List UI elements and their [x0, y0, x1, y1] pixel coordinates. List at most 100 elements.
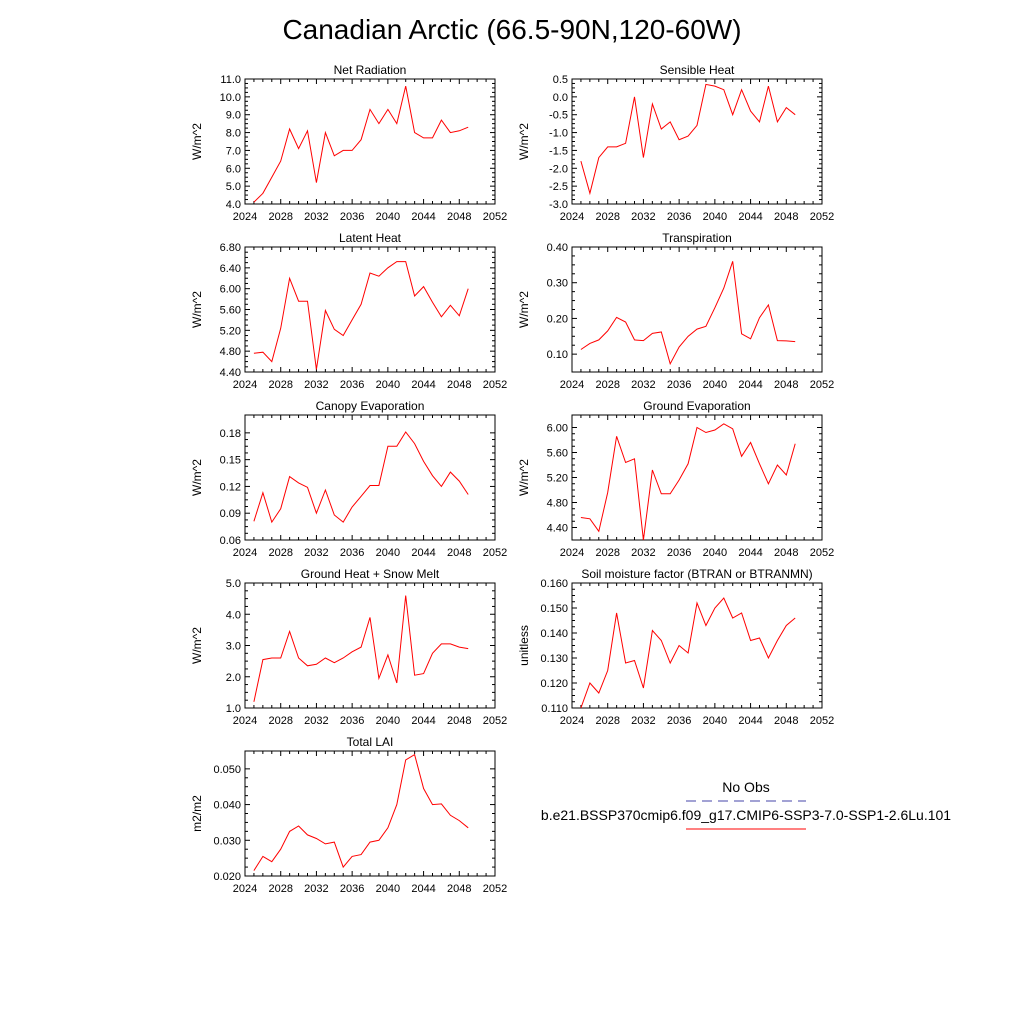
x-tick-label: 2028	[268, 883, 292, 895]
y-tick-label: 0.30	[547, 278, 568, 290]
x-tick-label: 2044	[411, 715, 435, 727]
chart-net-radiation: Net Radiation W/m^2 2024 2028 2032 2036 2040 20…	[190, 63, 507, 223]
plot-frame	[571, 246, 823, 373]
y-tick-label: -2.5	[549, 181, 568, 193]
x-tick-label: 2044	[411, 379, 435, 391]
y-tick-label: -3.0	[549, 199, 568, 211]
y-axis-label: unitless	[517, 625, 531, 666]
y-tick-label: -2.0	[549, 163, 568, 175]
chart-canopy-evaporation: Canopy Evaporation W/m^2 2024 2028 2032 2036 2…	[190, 399, 507, 559]
series-line-0	[253, 753, 469, 871]
series-line-0	[253, 431, 469, 524]
x-tick-label: 2040	[703, 547, 727, 559]
y-axis-label: W/m^2	[190, 627, 204, 664]
y-tick-label: 5.0	[226, 578, 241, 590]
x-tick-label: 2036	[340, 715, 364, 727]
y-tick-label: 5.0	[226, 181, 241, 193]
x-tick-label: 2036	[667, 547, 691, 559]
y-tick-label: 11.0	[220, 74, 241, 86]
x-tick-label: 2028	[268, 715, 292, 727]
chart-latent-heat: Latent Heat W/m^2 2024 2028 2032 2036 2040 2044…	[190, 231, 507, 391]
y-tick-label: 0.160	[540, 578, 568, 590]
y-tick-label: 0.10	[547, 349, 568, 361]
x-tick-label: 2048	[447, 211, 471, 223]
y-tick-label: 5.20	[547, 473, 568, 485]
x-tick-label: 2032	[304, 715, 328, 727]
series-line-0	[580, 83, 796, 196]
plot-frame	[571, 414, 823, 541]
x-tick-label: 2032	[304, 211, 328, 223]
chart-ground-evaporation: Ground Evaporation W/m^2 2024 2028 2032 2036 2…	[517, 399, 834, 559]
series-line-0	[580, 423, 796, 541]
y-tick-label: 0.06	[220, 535, 241, 547]
x-tick-label: 2044	[738, 715, 762, 727]
y-axis-label: W/m^2	[517, 123, 531, 160]
series-line-0	[580, 261, 796, 366]
y-tick-label: 0.140	[540, 628, 568, 640]
x-tick-label: 2048	[774, 379, 798, 391]
chart-title: Total LAI	[347, 735, 394, 749]
y-axis-label: W/m^2	[517, 291, 531, 328]
x-tick-label: 2032	[304, 547, 328, 559]
x-tick-label: 2040	[703, 379, 727, 391]
y-axis-label: W/m^2	[190, 123, 204, 160]
y-tick-label: 0.18	[220, 428, 241, 440]
x-tick-label: 2048	[774, 211, 798, 223]
x-tick-label: 2024	[233, 715, 257, 727]
y-tick-label: 4.80	[547, 498, 568, 510]
y-tick-label: 4.0	[226, 609, 241, 621]
y-tick-label: 2.0	[226, 672, 241, 684]
x-tick-label: 2048	[447, 379, 471, 391]
x-tick-label: 2040	[376, 211, 400, 223]
x-tick-label: 2028	[595, 211, 619, 223]
plot-frame	[244, 582, 496, 709]
series-line-0	[253, 261, 469, 370]
y-tick-label: 0.020	[213, 871, 241, 883]
y-tick-label: -1.0	[549, 128, 568, 140]
chart-total-lai: Total LAI m2/m2 2024 2028 2032 2036 2040 2044 20…	[190, 735, 507, 895]
series-line-0	[253, 85, 469, 203]
y-tick-label: 0.050	[213, 764, 241, 776]
y-tick-label: 4.0	[226, 199, 241, 211]
x-tick-label: 2040	[703, 211, 727, 223]
x-tick-label: 2036	[667, 211, 691, 223]
x-tick-label: 2024	[233, 547, 257, 559]
x-tick-label: 2048	[447, 547, 471, 559]
y-tick-label: 0.150	[540, 603, 568, 615]
x-tick-label: 2052	[483, 715, 507, 727]
x-tick-label: 2024	[233, 211, 257, 223]
chart-title: Transpiration	[662, 231, 732, 245]
x-tick-label: 2036	[340, 379, 364, 391]
y-tick-label: 0.15	[220, 455, 241, 467]
x-tick-label: 2032	[631, 715, 655, 727]
y-tick-label: 1.0	[226, 703, 241, 715]
y-tick-label: 6.80	[220, 242, 241, 254]
x-tick-label: 2040	[703, 715, 727, 727]
y-tick-label: 7.0	[226, 145, 241, 157]
plot-frame	[244, 246, 496, 373]
x-tick-label: 2024	[560, 715, 584, 727]
y-tick-label: 5.60	[547, 448, 568, 460]
x-tick-label: 2052	[810, 379, 834, 391]
y-tick-label: 0.130	[540, 653, 568, 665]
chart-title: Sensible Heat	[660, 63, 735, 77]
plot-frame	[244, 750, 496, 877]
series-line-0	[580, 597, 796, 709]
x-tick-label: 2036	[667, 715, 691, 727]
y-tick-label: 0.12	[220, 481, 241, 493]
plot-frame	[571, 78, 823, 205]
chart-transpiration: Transpiration W/m^2 2024 2028 2032 2036 2040 20…	[517, 231, 834, 391]
x-tick-label: 2044	[411, 547, 435, 559]
y-tick-label: 5.60	[220, 305, 241, 317]
x-tick-label: 2024	[560, 547, 584, 559]
chart-sensible-heat: Sensible Heat W/m^2 2024 2028 2032 2036 2040 20…	[517, 63, 834, 223]
y-tick-label: 8.0	[226, 128, 241, 140]
chart-title: Ground Heat + Snow Melt	[301, 567, 440, 581]
x-tick-label: 2052	[810, 211, 834, 223]
x-tick-label: 2044	[411, 211, 435, 223]
y-tick-label: 0.120	[540, 678, 568, 690]
y-tick-label: 3.0	[226, 641, 241, 653]
y-tick-label: 10.0	[220, 92, 241, 104]
x-tick-label: 2028	[595, 379, 619, 391]
